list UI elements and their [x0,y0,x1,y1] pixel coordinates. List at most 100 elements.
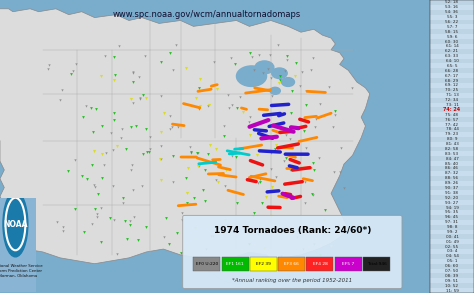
Point [184,166,191,171]
Bar [430,249,474,254]
Bar [430,24,474,29]
Text: 83: 53: 83: 53 [446,152,458,156]
Point [319,225,326,230]
Point [186,144,193,149]
Bar [430,220,474,225]
Text: EF2 39: EF2 39 [256,262,271,266]
Point [142,126,150,131]
Point [202,198,210,203]
Point [294,227,302,232]
Point [92,107,100,112]
Point [135,238,142,243]
Point [173,42,180,47]
Point [250,67,258,72]
Point [157,60,165,64]
Bar [430,200,474,205]
Point [80,230,88,234]
Point [212,146,220,151]
Point [233,105,241,110]
Bar [222,257,249,271]
Point [136,97,144,102]
Point [113,144,121,149]
Point [110,55,118,59]
Point [262,195,269,200]
FancyBboxPatch shape [182,215,402,289]
Point [231,62,238,67]
Point [127,96,135,101]
Text: 82: 58: 82: 58 [446,147,458,151]
Point [309,56,316,60]
Point [224,92,231,97]
Point [142,54,149,59]
Point [144,149,151,154]
Point [64,169,72,174]
Point [253,153,260,157]
Circle shape [282,78,294,86]
Text: 69: 12: 69: 12 [446,84,458,87]
Point [165,241,173,246]
Text: EF3 66: EF3 66 [284,262,299,266]
Point [91,184,99,189]
Point [191,226,199,231]
Point [288,88,295,93]
Point [108,131,115,136]
Point [136,96,143,100]
Point [130,80,137,85]
Point [245,241,253,246]
Bar [430,54,474,59]
Point [72,62,80,67]
Point [56,97,64,102]
Point [300,247,307,252]
Point [89,129,96,134]
Point [309,192,316,197]
Bar [430,78,474,83]
Text: 55: 3: 55: 3 [447,15,457,19]
Bar [307,257,333,271]
Text: 98: 8: 98: 8 [447,225,457,229]
Text: 64: 10: 64: 10 [446,59,458,63]
Point [119,195,127,200]
Circle shape [270,87,280,94]
Text: 65: 5: 65: 5 [447,64,457,68]
Point [249,54,256,59]
Point [72,158,79,163]
Point [182,175,190,180]
Point [94,192,101,196]
Point [187,149,194,154]
Point [267,151,275,156]
Point [128,125,135,130]
Point [110,117,118,122]
Point [157,177,164,182]
Point [280,159,288,163]
Point [302,146,310,151]
Bar [430,132,474,137]
Point [142,96,150,100]
Point [87,106,95,111]
Bar [430,210,474,215]
Point [254,232,262,236]
Point [340,185,347,190]
Point [142,225,149,229]
Point [267,214,275,219]
Point [103,151,110,155]
Bar [430,283,474,288]
Point [255,52,263,57]
Text: 73: 11: 73: 11 [446,103,458,107]
Point [193,151,201,155]
Text: 74: 24: 74: 24 [443,107,461,113]
Text: 58: 15: 58: 15 [446,30,458,34]
Bar [430,166,474,171]
Text: 02: 55: 02: 55 [446,245,458,248]
Point [204,103,211,108]
Bar [430,254,474,259]
Point [220,133,228,138]
Point [100,163,108,167]
Bar [250,257,277,271]
Point [182,65,189,70]
Text: 57: 7: 57: 7 [447,25,457,29]
Point [169,154,177,159]
Point [259,228,266,233]
Bar [430,88,474,93]
Text: www.spc.noaa.gov/wcm/annualtornadomaps: www.spc.noaa.gov/wcm/annualtornadomaps [112,10,301,19]
Text: 62: 21: 62: 21 [446,49,458,53]
